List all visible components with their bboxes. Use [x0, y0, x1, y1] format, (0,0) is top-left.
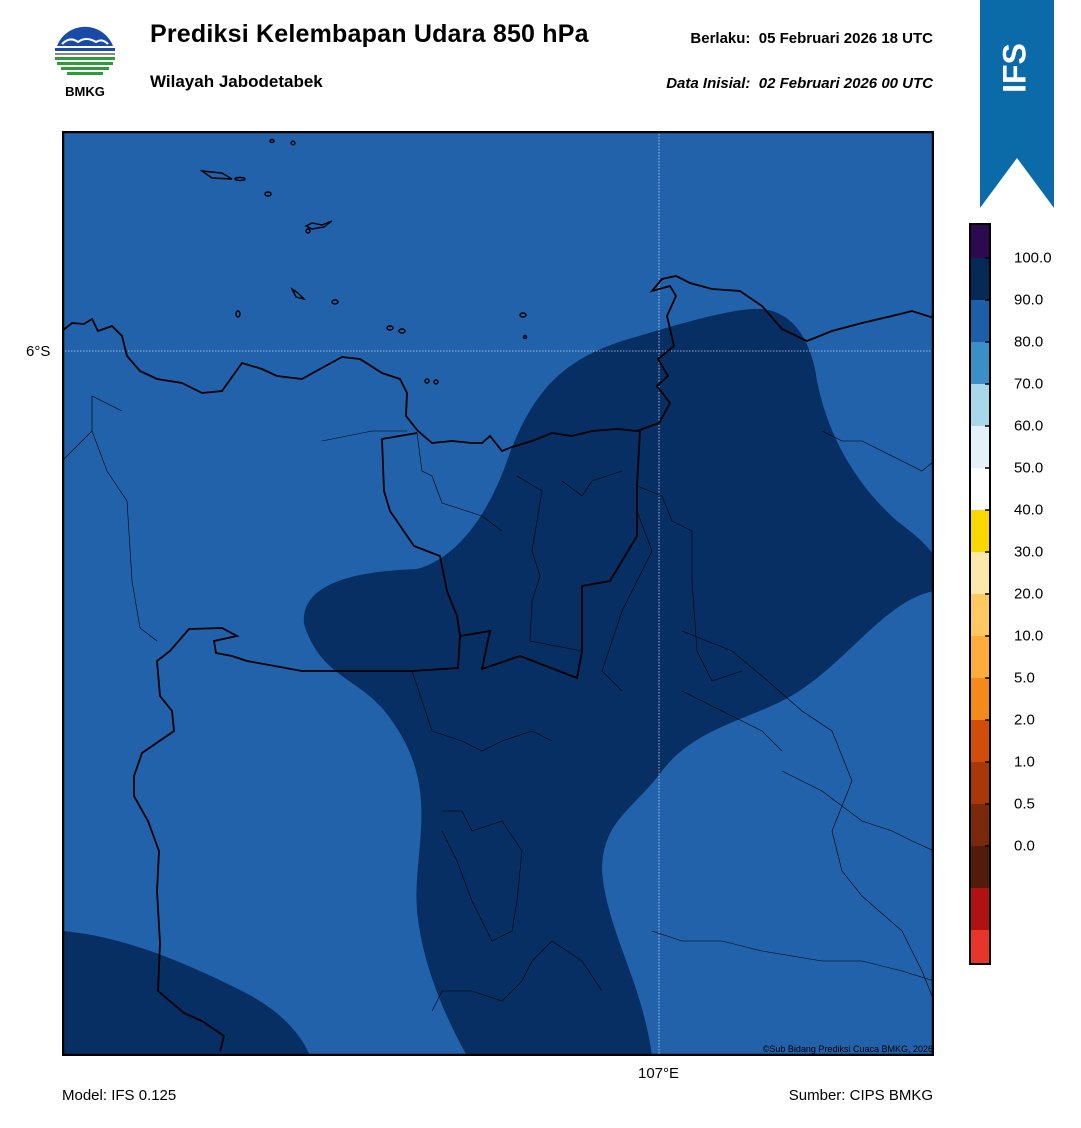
colorbar-tick-label: 70.0 — [1014, 375, 1044, 393]
colorbar-tick-label: 30.0 — [1014, 543, 1044, 561]
logo-text: BMKG — [65, 84, 105, 99]
colorbar-tick-label: 20.0 — [1014, 585, 1044, 603]
regency-boundary — [62, 395, 934, 1012]
colorbar-tick-label: 60.0 — [1014, 417, 1044, 435]
map-border — [62, 131, 934, 1056]
colorbar-swatch — [969, 762, 991, 805]
colorbar-tick-label: 0.0 — [1014, 837, 1035, 855]
model-banner: IFS — [980, 0, 1054, 208]
colorbar-swatch — [969, 720, 991, 763]
valid-time: Berlaku: 05 Februari 2026 18 UTC — [690, 30, 933, 47]
colorbar-swatch — [969, 426, 991, 469]
colorbar-tick-label: 5.0 — [1014, 669, 1035, 687]
colorbar-tick-label: 40.0 — [1014, 501, 1044, 519]
region-subtitle: Wilayah Jabodetabek — [150, 72, 323, 91]
copyright-text: ©Sub Bidang Prediksi Cuaca BMKG, 2026 — [762, 1044, 933, 1054]
init-time: Data Inisial: 02 Februari 2026 00 UTC — [666, 75, 933, 92]
colorbar-tick-label: 1.0 — [1014, 753, 1035, 771]
colorbar-swatch — [969, 846, 991, 889]
colorbar-swatch — [969, 930, 991, 965]
source-label: Sumber: CIPS BMKG — [788, 1087, 933, 1104]
colorbar-swatch — [969, 300, 991, 343]
colorbar-swatch — [969, 384, 991, 427]
colorbar-swatch — [969, 678, 991, 721]
colorbar — [969, 223, 991, 965]
colorbar-tick-label: 100.0 — [1014, 249, 1052, 267]
model-label: Model: IFS 0.125 — [62, 1087, 177, 1104]
colorbar-tick-label: 90.0 — [1014, 291, 1044, 309]
coastline — [62, 275, 934, 453]
colorbar-tick-label: 50.0 — [1014, 459, 1044, 477]
model-banner-text: IFS — [996, 43, 1032, 93]
colorbar-swatch — [969, 636, 991, 679]
colorbar-swatch — [969, 468, 991, 511]
colorbar-labels: 100.0 90.0 80.0 70.0 60.0 50.0 40.0 30.0 20.0 10.… — [1014, 223, 1074, 965]
humidity-90-100-zone-sw — [62, 931, 310, 1056]
islands — [199, 138, 528, 385]
bmkg-logo — [54, 22, 116, 84]
province-boundary — [133, 430, 641, 1052]
colorbar-swatch — [969, 258, 991, 301]
longitude-label: 107°E — [638, 1065, 680, 1082]
colorbar-tick-label: 2.0 — [1014, 711, 1035, 729]
colorbar-swatch — [969, 223, 991, 259]
humidity-90-100-zone — [303, 308, 934, 1056]
page-title: Prediksi Kelembapan Udara 850 hPa — [150, 20, 589, 48]
colorbar-tick-label: 80.0 — [1014, 333, 1044, 351]
colorbar-swatch — [969, 594, 991, 637]
colorbar-swatch — [969, 342, 991, 385]
colorbar-swatch — [969, 888, 991, 931]
colorbar-swatch — [969, 510, 991, 553]
colorbar-tick-label: 0.5 — [1014, 795, 1035, 813]
humidity-map — [62, 131, 934, 1056]
colorbar-swatch — [969, 552, 991, 595]
colorbar-tick-label: 10.0 — [1014, 627, 1044, 645]
colorbar-swatch — [969, 804, 991, 847]
latitude-label: 6°S — [26, 343, 51, 360]
